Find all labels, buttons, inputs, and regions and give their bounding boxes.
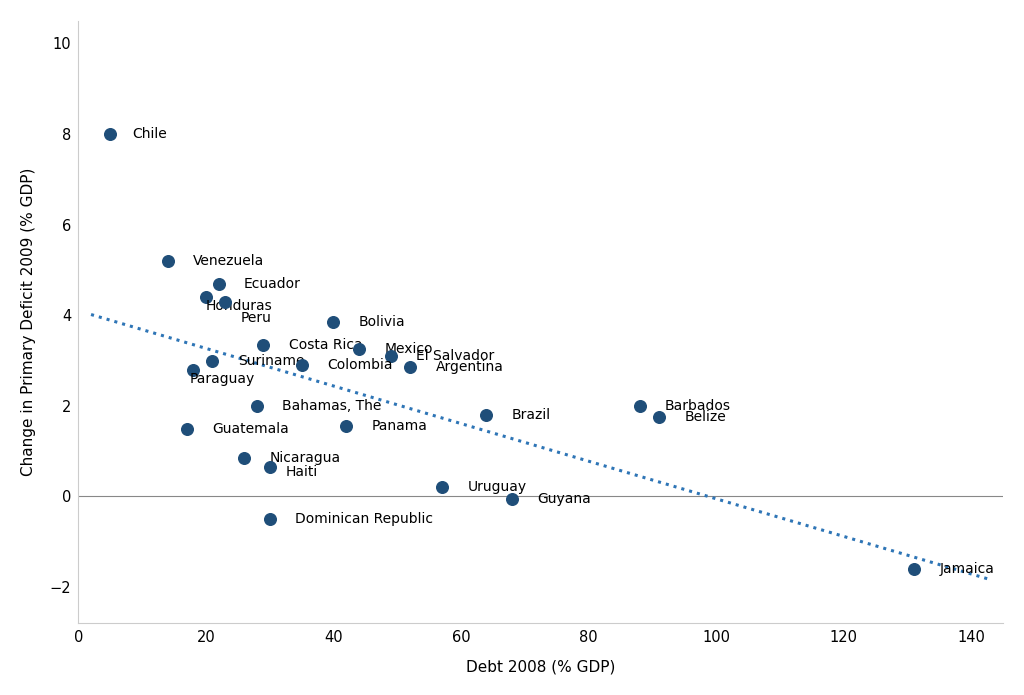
Point: [905, 564, 922, 575]
Point: [198, 292, 214, 303]
Text: Jamaica: Jamaica: [939, 562, 994, 576]
Text: Dominican Republic: Dominican Republic: [295, 512, 433, 526]
Point: [350, 344, 367, 355]
Point: [102, 129, 119, 140]
Point: [504, 493, 520, 505]
Text: Paraguay: Paraguay: [189, 372, 255, 386]
Text: Argentina: Argentina: [435, 361, 504, 375]
Point: [185, 364, 202, 375]
Text: Belize: Belize: [684, 410, 726, 424]
Point: [433, 482, 450, 493]
Text: El Salvador: El Salvador: [417, 349, 495, 363]
Text: Suriname: Suriname: [238, 354, 304, 368]
Point: [249, 400, 265, 411]
Text: Colombia: Colombia: [327, 358, 392, 372]
Text: Panama: Panama: [372, 419, 428, 433]
X-axis label: Debt 2008 (% GDP): Debt 2008 (% GDP): [466, 659, 615, 674]
Text: Bolivia: Bolivia: [358, 315, 406, 329]
Text: Mexico: Mexico: [384, 342, 433, 357]
Point: [261, 514, 278, 525]
Text: Haiti: Haiti: [286, 466, 317, 480]
Point: [204, 355, 220, 366]
Point: [478, 409, 495, 420]
Point: [401, 362, 418, 373]
Text: Venezuela: Venezuela: [194, 254, 264, 268]
Text: Bahamas, The: Bahamas, The: [283, 399, 382, 413]
Text: Peru: Peru: [241, 311, 271, 325]
Point: [293, 359, 309, 370]
Text: Guatemala: Guatemala: [212, 422, 289, 436]
Point: [160, 255, 176, 266]
Point: [255, 339, 271, 350]
Point: [210, 278, 226, 289]
Point: [326, 316, 342, 327]
Point: [217, 296, 233, 307]
Text: Uruguay: Uruguay: [467, 480, 526, 494]
Text: Nicaragua: Nicaragua: [269, 451, 341, 465]
Text: Ecuador: Ecuador: [244, 277, 301, 291]
Text: Costa Rica: Costa Rica: [289, 338, 362, 352]
Y-axis label: Change in Primary Deficit 2009 (% GDP): Change in Primary Deficit 2009 (% GDP): [20, 168, 36, 476]
Point: [383, 350, 399, 361]
Text: Barbados: Barbados: [665, 399, 731, 413]
Text: Guyana: Guyana: [538, 492, 591, 506]
Point: [338, 420, 354, 432]
Point: [261, 461, 278, 473]
Point: [632, 400, 648, 411]
Text: Chile: Chile: [132, 127, 167, 141]
Point: [236, 452, 252, 464]
Text: Brazil: Brazil: [512, 408, 551, 422]
Point: [178, 423, 195, 434]
Point: [650, 411, 667, 423]
Text: Honduras: Honduras: [206, 300, 272, 313]
